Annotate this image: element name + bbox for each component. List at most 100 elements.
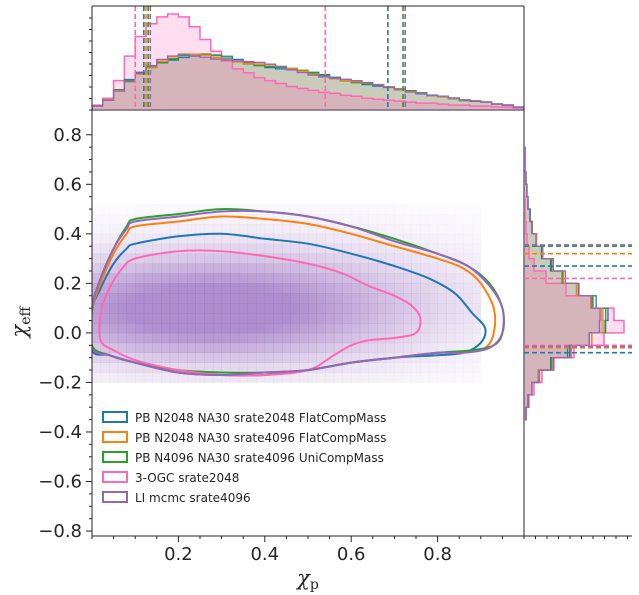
density-cell: [161, 243, 171, 254]
density-cell: [126, 372, 136, 383]
legend-swatch: [102, 431, 128, 443]
density-cell: [472, 253, 482, 264]
density-cell: [282, 372, 292, 383]
density-cell: [377, 273, 387, 284]
density-cell: [100, 372, 110, 383]
density-cell: [351, 214, 361, 225]
density-cell: [420, 362, 430, 373]
density-cell: [273, 233, 283, 245]
density-cell: [126, 342, 136, 354]
density-cell: [308, 214, 317, 225]
density-cell: [377, 293, 387, 304]
density-cell: [463, 283, 473, 294]
density-cell: [195, 253, 205, 264]
density-cell: [169, 243, 179, 254]
density-cell: [333, 303, 343, 314]
density-cell: [230, 352, 240, 363]
density-cell: [342, 253, 352, 264]
density-cell: [446, 273, 456, 284]
density-cell: [463, 313, 473, 324]
density-cell: [247, 223, 257, 235]
density-cell: [463, 253, 473, 264]
density-cell: [161, 342, 171, 354]
density-cell: [178, 303, 188, 314]
density-cell: [446, 283, 456, 294]
density-cell: [437, 263, 447, 274]
density-cell: [308, 273, 317, 284]
density-cell: [472, 263, 482, 274]
density-cell: [420, 253, 430, 264]
density-cell: [333, 273, 343, 284]
density-cell: [161, 372, 171, 383]
density-cell: [290, 293, 300, 304]
y-tick-label: 0.8: [53, 125, 82, 146]
density-cell: [428, 233, 438, 245]
density-cell: [143, 283, 153, 294]
density-cell: [325, 273, 335, 284]
density-cell: [394, 273, 404, 284]
density-cell: [333, 283, 343, 294]
density-cell: [403, 263, 412, 274]
density-cell: [230, 273, 240, 284]
density-cell: [238, 283, 248, 294]
density-cell: [92, 362, 101, 373]
density-cell: [385, 204, 395, 215]
density-cell: [377, 313, 387, 324]
density-cell: [221, 263, 231, 274]
density-cell: [264, 332, 274, 344]
density-cell: [238, 332, 248, 344]
density-cell: [359, 303, 369, 314]
density-cell: [100, 223, 110, 235]
density-cell: [420, 214, 430, 225]
density-cell: [135, 362, 145, 373]
density-cell: [230, 283, 240, 294]
density-cell: [264, 204, 274, 215]
density-cell: [178, 313, 188, 324]
density-cell: [247, 214, 257, 225]
density-cell: [247, 253, 257, 264]
density-cell: [403, 293, 412, 304]
density-cell: [169, 253, 179, 264]
density-cell: [437, 303, 447, 314]
density-cell: [316, 323, 326, 334]
density-cell: [230, 323, 240, 334]
density-cell: [264, 362, 274, 373]
density-cell: [238, 243, 248, 254]
density-cell: [178, 352, 188, 363]
density-cell: [308, 352, 317, 363]
density-cell: [428, 323, 438, 334]
density-cell: [152, 273, 162, 284]
density-cell: [247, 332, 257, 344]
density-cell: [256, 253, 266, 264]
density-cell: [428, 253, 438, 264]
density-cell: [454, 273, 464, 284]
x-tick-label: 0.2: [164, 544, 193, 565]
density-cell: [169, 223, 179, 235]
density-cell: [143, 323, 153, 334]
density-cell: [464, 204, 473, 214]
density-cell: [126, 293, 136, 304]
density-cell: [437, 214, 447, 225]
density-cell: [178, 263, 188, 274]
density-cell: [325, 253, 335, 264]
density-cell: [437, 332, 447, 344]
density-cell: [221, 332, 231, 344]
density-cell: [377, 283, 387, 294]
y-tick-label: −0.8: [38, 521, 82, 542]
density-cell: [342, 303, 352, 314]
density-cell: [117, 273, 127, 284]
density-cell: [351, 293, 361, 304]
density-cell: [264, 372, 274, 383]
density-cell: [385, 273, 395, 284]
density-cell: [282, 204, 292, 215]
density-cell: [316, 253, 326, 264]
density-cell: [92, 204, 101, 214]
density-cell: [230, 253, 240, 264]
density-cell: [230, 362, 240, 373]
x-tick-label: 0.8: [423, 544, 452, 565]
density-cell: [308, 303, 317, 314]
density-cell: [437, 323, 447, 334]
density-cell: [368, 323, 378, 334]
density-cell: [299, 362, 309, 373]
density-cell: [411, 263, 421, 274]
